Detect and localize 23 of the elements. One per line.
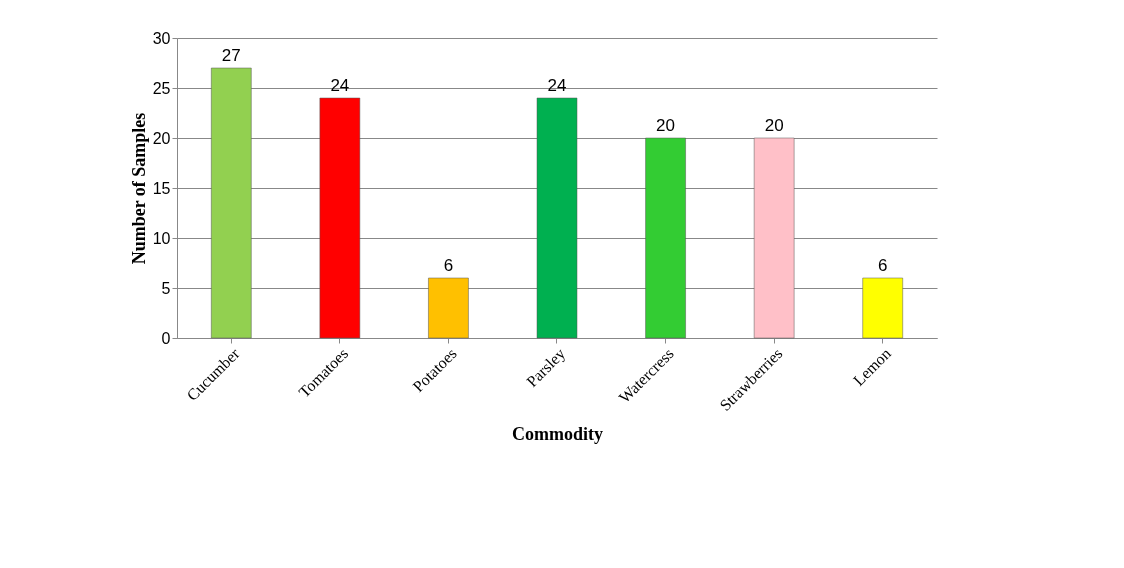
y-tick-label: 0 [161, 329, 171, 347]
data-label: 20 [764, 116, 784, 135]
y-tick-label: 15 [152, 179, 171, 197]
y-tick-label: 20 [152, 129, 171, 147]
y-tick-label: 25 [152, 79, 171, 97]
y-tick-label: 30 [152, 29, 171, 47]
bar [428, 277, 469, 339]
y-tick-label: 5 [161, 279, 171, 297]
bar [645, 137, 686, 339]
data-label: 24 [547, 76, 567, 95]
data-label: 20 [656, 116, 676, 135]
data-label: 27 [221, 46, 241, 65]
data-label: 6 [443, 256, 454, 275]
bar [319, 97, 361, 339]
y-axis-title: Number of Samples [128, 112, 149, 265]
data-label: 24 [330, 76, 350, 95]
bar [753, 137, 795, 339]
bar [536, 97, 578, 339]
bar [211, 67, 252, 339]
bar [862, 277, 903, 339]
data-label: 6 [877, 256, 888, 275]
y-tick-label: 10 [152, 229, 171, 247]
x-axis-title: Commodity [512, 423, 603, 444]
